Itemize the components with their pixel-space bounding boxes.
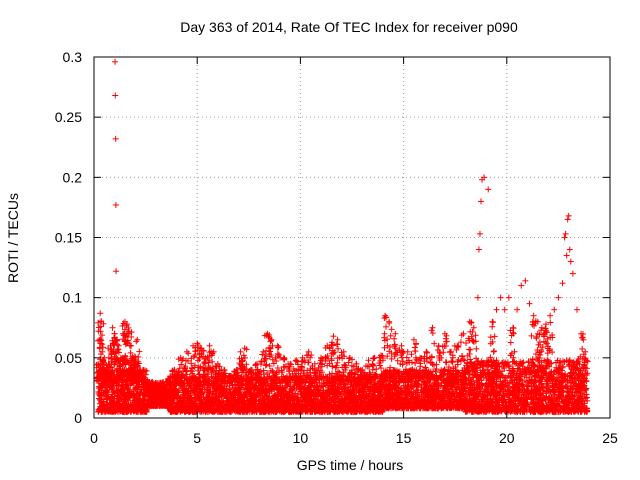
chart-title: Day 363 of 2014, Rate Of TEC Index for r… [180, 19, 518, 35]
data-points-layer [93, 58, 591, 415]
